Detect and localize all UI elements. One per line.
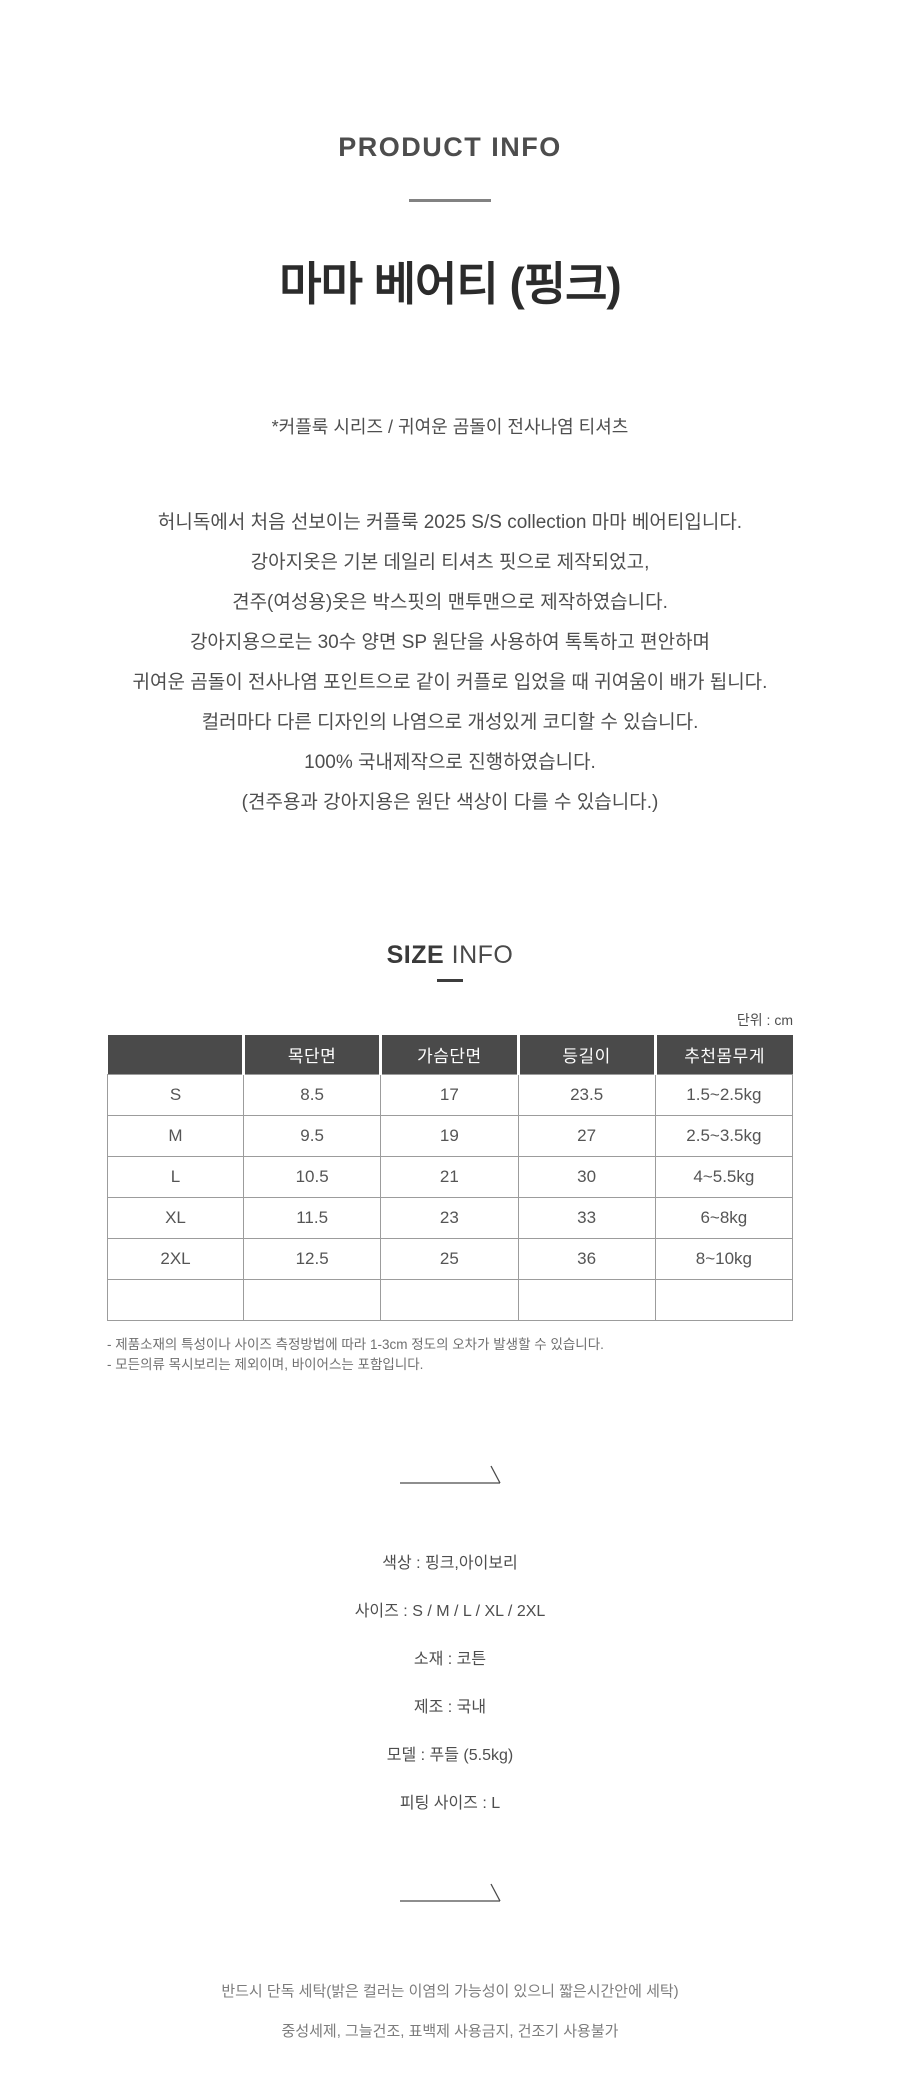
table-cell: 4~5.5kg <box>654 1155 794 1198</box>
size-note-line: - 제품소재의 특성이나 사이즈 측정방법에 따라 1-3cm 정도의 오차가 … <box>107 1336 604 1352</box>
description-line: 컬러마다 다른 디자인의 나염으로 개성있게 코디할 수 있습니다. <box>201 711 699 733</box>
table-row: 2XL 12.5 25 36 8~10kg <box>107 1237 794 1280</box>
description-line: 허니독에서 처음 선보이는 커플룩 2025 S/S collection 마마… <box>157 511 743 533</box>
detail-line-origin: 제조 : 국내 <box>413 1698 487 1716</box>
table-cell: 25 <box>380 1237 519 1280</box>
size-table-header-cell <box>107 1034 244 1075</box>
size-table-header-cell: 목단면 <box>241 1034 381 1075</box>
table-row-empty <box>107 1278 794 1321</box>
table-row: M 9.5 19 27 2.5~3.5kg <box>107 1114 794 1157</box>
unit-label: 단위 : cm <box>736 1011 793 1028</box>
table-cell: 8~10kg <box>654 1237 794 1280</box>
table-cell: 2.5~3.5kg <box>654 1114 794 1157</box>
table-cell: 1.5~2.5kg <box>654 1073 794 1116</box>
product-subtitle: *커플룩 시리즈 / 귀여운 곰돌이 전사나염 티셔츠 <box>271 416 629 437</box>
table-cell: 23 <box>380 1196 519 1239</box>
table-cell: 12.5 <box>242 1237 382 1280</box>
description-line: 강아지옷은 기본 데일리 티셔츠 핏으로 제작되었고, <box>250 551 650 573</box>
size-heading-dash <box>437 978 463 982</box>
table-cell: 27 <box>517 1114 656 1157</box>
heading-divider <box>409 199 491 202</box>
detail-line-color: 색상 : 핑크,아이보리 <box>382 1554 518 1572</box>
description-line: 귀여운 곰돌이 전사나염 포인트으로 같이 커플로 입었을 때 귀여움이 배가 … <box>132 671 768 693</box>
table-cell-size: S <box>107 1073 244 1116</box>
table-cell: 11.5 <box>242 1196 382 1239</box>
size-table-header-cell: 추천몸무게 <box>653 1034 793 1075</box>
size-note-line: - 모든의류 목시보리는 제외이며, 바이어스는 포함입니다. <box>107 1356 424 1372</box>
arrow-divider-icon <box>400 1465 501 1484</box>
care-line: 중성세제, 그늘건조, 표백제 사용금지, 건조기 사용불가 <box>281 2022 619 2040</box>
table-row: XL 11.5 23 33 6~8kg <box>107 1196 794 1239</box>
table-cell: 21 <box>380 1155 519 1198</box>
description-line: 100% 국내제작으로 진행하였습니다. <box>304 751 596 773</box>
table-cell-size: 2XL <box>107 1237 244 1280</box>
size-table-header-cell: 등길이 <box>516 1034 656 1075</box>
table-cell: 10.5 <box>242 1155 382 1198</box>
table-cell: 17 <box>380 1073 519 1116</box>
table-cell: 8.5 <box>242 1073 382 1116</box>
size-info-heading-light: INFO <box>451 940 514 969</box>
description-line: 견주(여성용)옷은 박스핏의 맨투맨으로 제작하였습니다. <box>232 591 668 613</box>
product-info-heading: PRODUCT INFO <box>338 132 562 162</box>
size-table-header-cell: 가슴단면 <box>379 1034 518 1075</box>
arrow-divider-icon <box>400 1883 501 1902</box>
care-line: 반드시 단독 세탁(밝은 컬러는 이염의 가능성이 있으니 짧은시간안에 세탁) <box>221 1982 679 2000</box>
description-line: 강아지용으로는 30수 양면 SP 원단을 사용하여 톡톡하고 편안하며 <box>189 631 711 653</box>
table-row: S 8.5 17 23.5 1.5~2.5kg <box>107 1073 794 1116</box>
size-notes: - 제품소재의 특성이나 사이즈 측정방법에 따라 1-3cm 정도의 오차가 … <box>107 1335 793 1375</box>
table-cell: 6~8kg <box>654 1196 794 1239</box>
table-cell-size: L <box>107 1155 244 1198</box>
product-title: 마마 베어티 (핑크) <box>279 258 621 310</box>
size-table: 목단면 가슴단면 등길이 추천몸무게 S 8.5 17 23.5 1.5~2.5… <box>107 1034 794 1321</box>
table-cell: 9.5 <box>242 1114 382 1157</box>
table-cell-size: M <box>107 1114 244 1157</box>
size-table-section: 단위 : cm 목단면 가슴단면 등길이 추천몸무게 S 8.5 17 <box>107 1010 794 1321</box>
size-info-heading: SIZE INFO <box>0 941 900 970</box>
table-cell: 30 <box>517 1155 656 1198</box>
size-table-header-row: 목단면 가슴단면 등길이 추천몸무게 <box>107 1034 793 1075</box>
size-info-heading-strong: SIZE <box>386 940 445 969</box>
detail-line-material: 소재 : 코튼 <box>413 1650 487 1668</box>
detail-line-size: 사이즈 : S / M / L / XL / 2XL <box>354 1602 546 1620</box>
detail-line-fitting: 피팅 사이즈 : L <box>399 1794 501 1812</box>
table-cell-size: XL <box>107 1196 244 1239</box>
product-details: 색상 : 핑크,아이보리 사이즈 : S / M / L / XL / 2XL … <box>0 1553 900 1815</box>
table-cell <box>242 1278 382 1321</box>
care-instructions: 반드시 단독 세탁(밝은 컬러는 이염의 가능성이 있으니 짧은시간안에 세탁)… <box>0 1981 900 2042</box>
table-cell: 36 <box>517 1237 656 1280</box>
table-row: L 10.5 21 30 4~5.5kg <box>107 1155 794 1198</box>
description-line: (견주용과 강아지용은 원단 색상이 다를 수 있습니다.) <box>241 791 659 813</box>
product-description: 허니독에서 처음 선보이는 커플룩 2025 S/S collection 마마… <box>0 503 900 823</box>
table-cell <box>654 1278 794 1321</box>
table-cell-size <box>107 1278 244 1321</box>
table-cell: 19 <box>380 1114 519 1157</box>
detail-line-model: 모델 : 푸들 (5.5kg) <box>386 1746 514 1764</box>
table-cell <box>380 1278 519 1321</box>
table-cell: 33 <box>517 1196 656 1239</box>
table-cell <box>517 1278 656 1321</box>
table-cell: 23.5 <box>517 1073 656 1116</box>
